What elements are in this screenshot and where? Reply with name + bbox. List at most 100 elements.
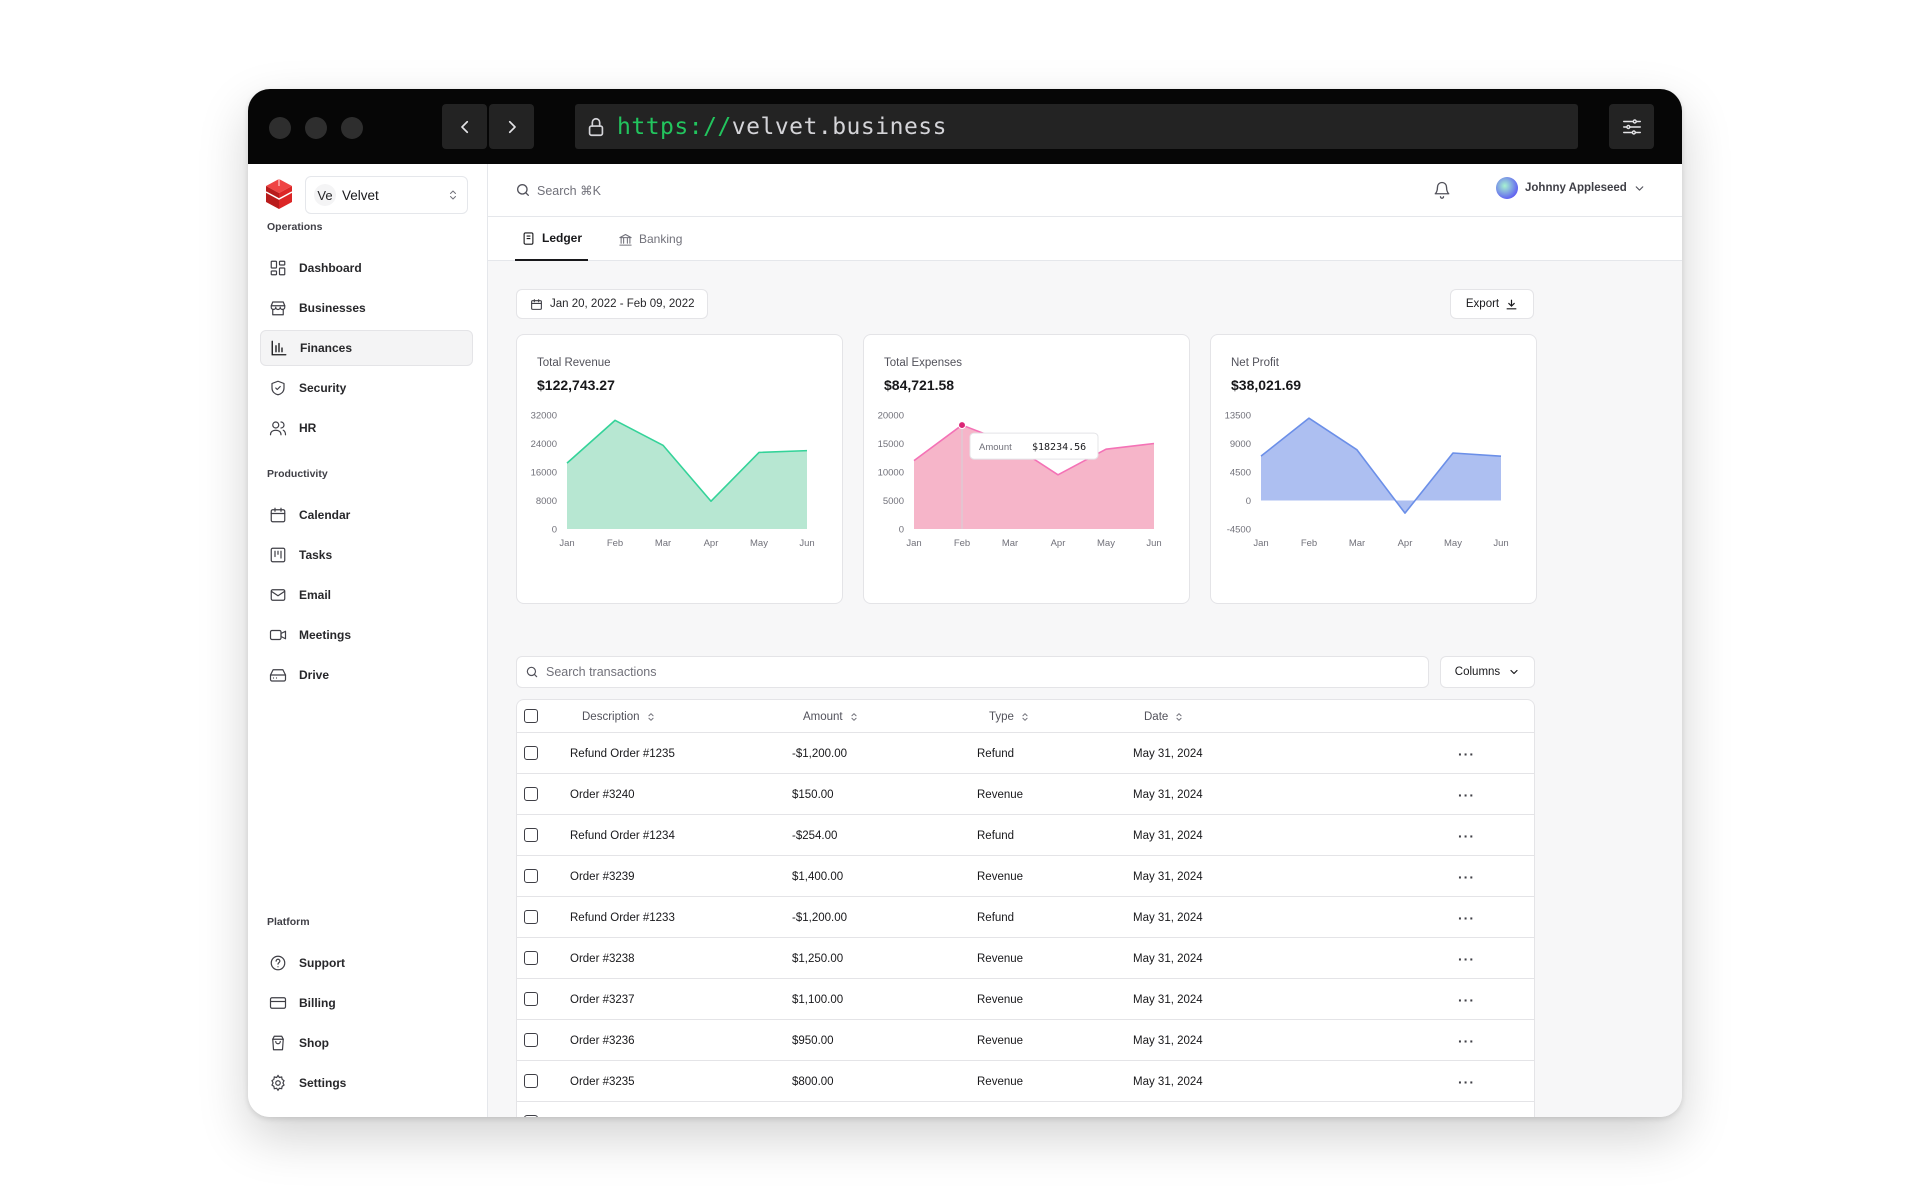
sidebar-item-email[interactable]: Email — [260, 577, 473, 613]
row-checkbox[interactable] — [524, 869, 538, 883]
table-row[interactable]: Refund Order #1235 -$1,200.00 Refund May… — [517, 733, 1534, 774]
row-checkbox[interactable] — [524, 1033, 538, 1047]
row-checkbox[interactable] — [524, 746, 538, 760]
cell-amount: $150.00 — [792, 788, 834, 801]
row-checkbox[interactable] — [524, 951, 538, 965]
cell-description: Refund Order #1233 — [570, 911, 675, 924]
transactions-search[interactable] — [516, 656, 1429, 688]
tab-ledger[interactable]: Ledger — [515, 217, 589, 261]
window-maximize-button[interactable] — [341, 117, 363, 139]
address-bar[interactable]: https://velvet.business — [575, 104, 1578, 149]
sidebar-item-security[interactable]: Security — [260, 370, 473, 406]
row-checkbox[interactable] — [524, 910, 538, 924]
browser-toolbar: https://velvet.business — [248, 89, 1682, 164]
global-search-placeholder: Search ⌘K — [537, 183, 601, 198]
video-icon — [269, 629, 287, 641]
sidebar-item-hr[interactable]: HR — [260, 410, 473, 446]
velvet-logo — [265, 179, 293, 209]
table-row[interactable]: Order #3237 $1,100.00 Revenue May 31, 20… — [517, 979, 1534, 1020]
sidebar-item-meetings[interactable]: Meetings — [260, 617, 473, 653]
sidebar-item-shop[interactable]: Shop — [260, 1025, 473, 1061]
tab-banking[interactable]: Banking — [618, 217, 682, 261]
global-search[interactable]: Search ⌘K — [515, 182, 601, 198]
date-range-label: Jan 20, 2022 - Feb 09, 2022 — [550, 298, 695, 310]
column-header-amount[interactable]: Amount — [803, 700, 859, 733]
cell-amount: $950.00 — [792, 1034, 834, 1047]
column-header-label: Type — [989, 710, 1014, 723]
sidebar-item-label: Tasks — [299, 548, 333, 562]
sidebar-item-label: Finances — [300, 341, 353, 355]
table-row[interactable]: Refund Order #1234 -$254.00 Refund May 3… — [517, 815, 1534, 856]
cell-description: Order #3237 — [570, 993, 635, 1006]
row-actions-button[interactable]: ··· — [1458, 745, 1475, 762]
bar-chart-icon — [271, 340, 287, 356]
forward-button[interactable] — [489, 104, 534, 149]
column-header-description[interactable]: Description — [582, 700, 656, 733]
cell-type: Revenue — [977, 788, 1024, 801]
sidebar-item-calendar[interactable]: Calendar — [260, 497, 473, 533]
sidebar-item-support[interactable]: Support — [260, 945, 473, 981]
x-tick-label: May — [1444, 538, 1462, 549]
row-checkbox[interactable] — [524, 787, 538, 801]
select-all-checkbox[interactable] — [524, 709, 538, 723]
sort-icon — [851, 712, 857, 721]
row-actions-button[interactable]: ··· — [1458, 909, 1475, 926]
row-actions-button[interactable]: ··· — [1458, 1102, 1475, 1118]
back-button[interactable] — [442, 104, 487, 149]
sidebar-item-finances[interactable]: Finances — [260, 330, 473, 366]
sidebar-item-label: Support — [299, 956, 345, 970]
row-actions-button[interactable]: ··· — [1458, 1073, 1475, 1090]
row-actions-button[interactable]: ··· — [1458, 827, 1475, 844]
sidebar-item-businesses[interactable]: Businesses — [260, 290, 473, 326]
row-actions-button[interactable]: ··· — [1458, 868, 1475, 885]
table-row[interactable]: Order #3238 $1,250.00 Revenue May 31, 20… — [517, 938, 1534, 979]
table-row[interactable]: Order #3239 $1,400.00 Revenue May 31, 20… — [517, 856, 1534, 897]
cell-date: May 31, 2024 — [1133, 1102, 1203, 1118]
columns-button[interactable]: Columns — [1440, 656, 1535, 688]
cell-type: Revenue — [977, 870, 1024, 883]
table-row[interactable]: Order #3236 $950.00 Revenue May 31, 2024… — [517, 1020, 1534, 1061]
transactions-search-input[interactable] — [546, 665, 1406, 679]
row-checkbox[interactable] — [524, 1115, 538, 1117]
row-checkbox[interactable] — [524, 1074, 538, 1088]
cell-date: May 31, 2024 — [1133, 870, 1203, 883]
row-actions-button[interactable]: ··· — [1458, 786, 1475, 803]
sidebar-item-drive[interactable]: Drive — [260, 657, 473, 693]
sidebar-item-dashboard[interactable]: Dashboard — [260, 250, 473, 286]
sidebar-item-label: Shop — [299, 1036, 329, 1050]
table-row[interactable]: Refund Order #1233 -$1,200.00 Refund May… — [517, 897, 1534, 938]
column-header-date[interactable]: Date — [1144, 700, 1184, 733]
row-checkbox[interactable] — [524, 992, 538, 1006]
user-menu[interactable]: Johnny Appleseed — [1496, 177, 1646, 199]
tab-label: Banking — [639, 232, 683, 246]
table-row[interactable]: Order #3240 $150.00 Revenue May 31, 2024… — [517, 774, 1534, 815]
sidebar-item-billing[interactable]: Billing — [260, 985, 473, 1021]
window-minimize-button[interactable] — [305, 117, 327, 139]
card-net-profit: Net Profit $38,021.69 13500 9000 4500 0 -450… — [1210, 334, 1537, 604]
row-checkbox[interactable] — [524, 828, 538, 842]
cell-description: Order #3235 — [570, 1075, 635, 1088]
browser-menu-button[interactable] — [1609, 104, 1654, 149]
workspace-name: Velvet — [342, 187, 379, 203]
x-tick-label: Jun — [799, 538, 814, 549]
card-title: Total Expenses — [884, 357, 962, 369]
table-row[interactable]: Order #3235 $800.00 Revenue May 31, 2024… — [517, 1061, 1534, 1102]
cell-amount: $1,100.00 — [792, 993, 844, 1006]
column-header-type[interactable]: Type — [989, 700, 1030, 733]
help-circle-icon — [270, 955, 286, 971]
window-close-button[interactable] — [269, 117, 291, 139]
table-row[interactable]: Order #3234 $600.00 Revenue May 31, 2024… — [517, 1102, 1534, 1117]
search-icon — [517, 184, 529, 196]
row-actions-button[interactable]: ··· — [1458, 1032, 1475, 1049]
notifications-button[interactable] — [1433, 181, 1451, 204]
workspace-selector[interactable]: Ve Velvet — [305, 176, 468, 214]
row-actions-button[interactable]: ··· — [1458, 991, 1475, 1008]
row-actions-button[interactable]: ··· — [1458, 950, 1475, 967]
sidebar-item-tasks[interactable]: Tasks — [260, 537, 473, 573]
export-button[interactable]: Export — [1450, 289, 1534, 319]
sidebar-item-settings[interactable]: Settings — [260, 1065, 473, 1101]
date-range-picker[interactable]: Jan 20, 2022 - Feb 09, 2022 — [516, 289, 708, 319]
